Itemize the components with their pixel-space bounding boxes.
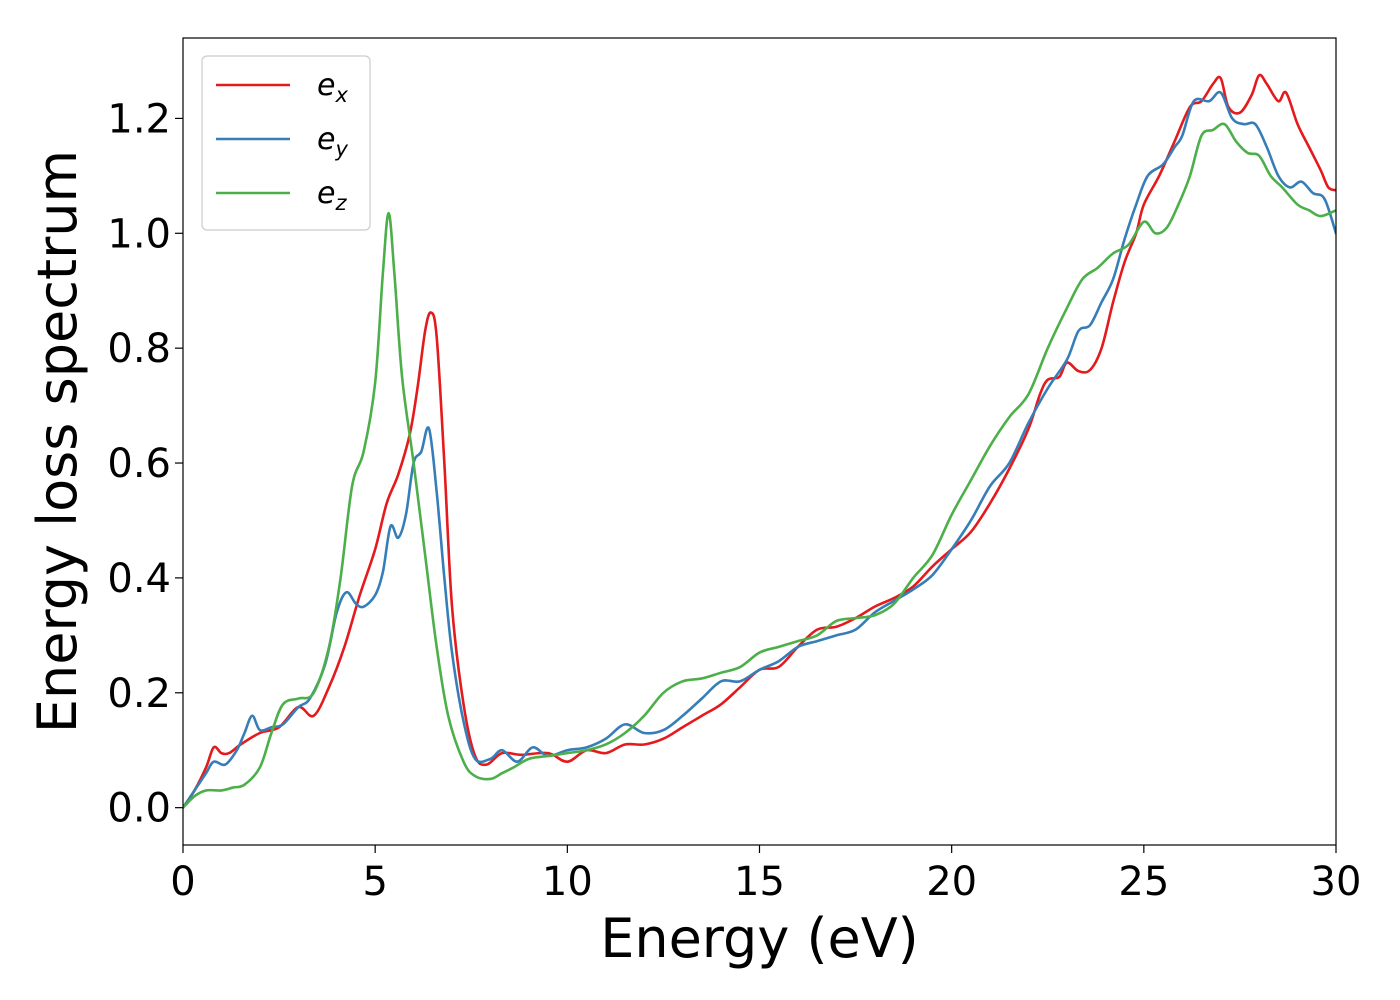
x-tick-label: 25 [1118,859,1169,905]
legend-label-e-x: ex [317,68,348,107]
y-tick-label: 0.6 [107,441,171,487]
series-line-e-y [183,90,1336,809]
y-tick-label: 0.0 [107,786,171,832]
x-tick-label: 20 [926,859,977,905]
legend: ex ey ez [201,55,371,231]
x-tick-label: 0 [170,859,195,905]
series-line-e-x [183,73,1336,809]
x-tick-label: 10 [542,859,593,905]
legend-label-e-y: ey [317,122,348,161]
y-axis-ticks: 0.0 0.2 0.4 0.6 0.8 1.0 1.2 [107,96,183,832]
x-tick-label: 15 [734,859,785,905]
legend-box [201,55,371,231]
series-line-e-z [183,122,1336,809]
x-axis-ticks: 0 5 10 15 20 25 30 [170,845,1361,905]
y-tick-label: 0.4 [107,556,171,602]
y-axis-label: Energy loss spectrum [26,150,89,733]
y-tick-label: 1.2 [107,96,171,142]
legend-label-e-z: ez [317,176,347,215]
series-layer [183,73,1336,809]
y-tick-label: 1.0 [107,211,171,257]
x-tick-label: 30 [1311,859,1362,905]
x-axis-label: Energy (eV) [600,907,919,970]
y-tick-label: 0.8 [107,326,171,372]
y-tick-label: 0.2 [107,671,171,717]
x-tick-label: 5 [362,859,387,905]
